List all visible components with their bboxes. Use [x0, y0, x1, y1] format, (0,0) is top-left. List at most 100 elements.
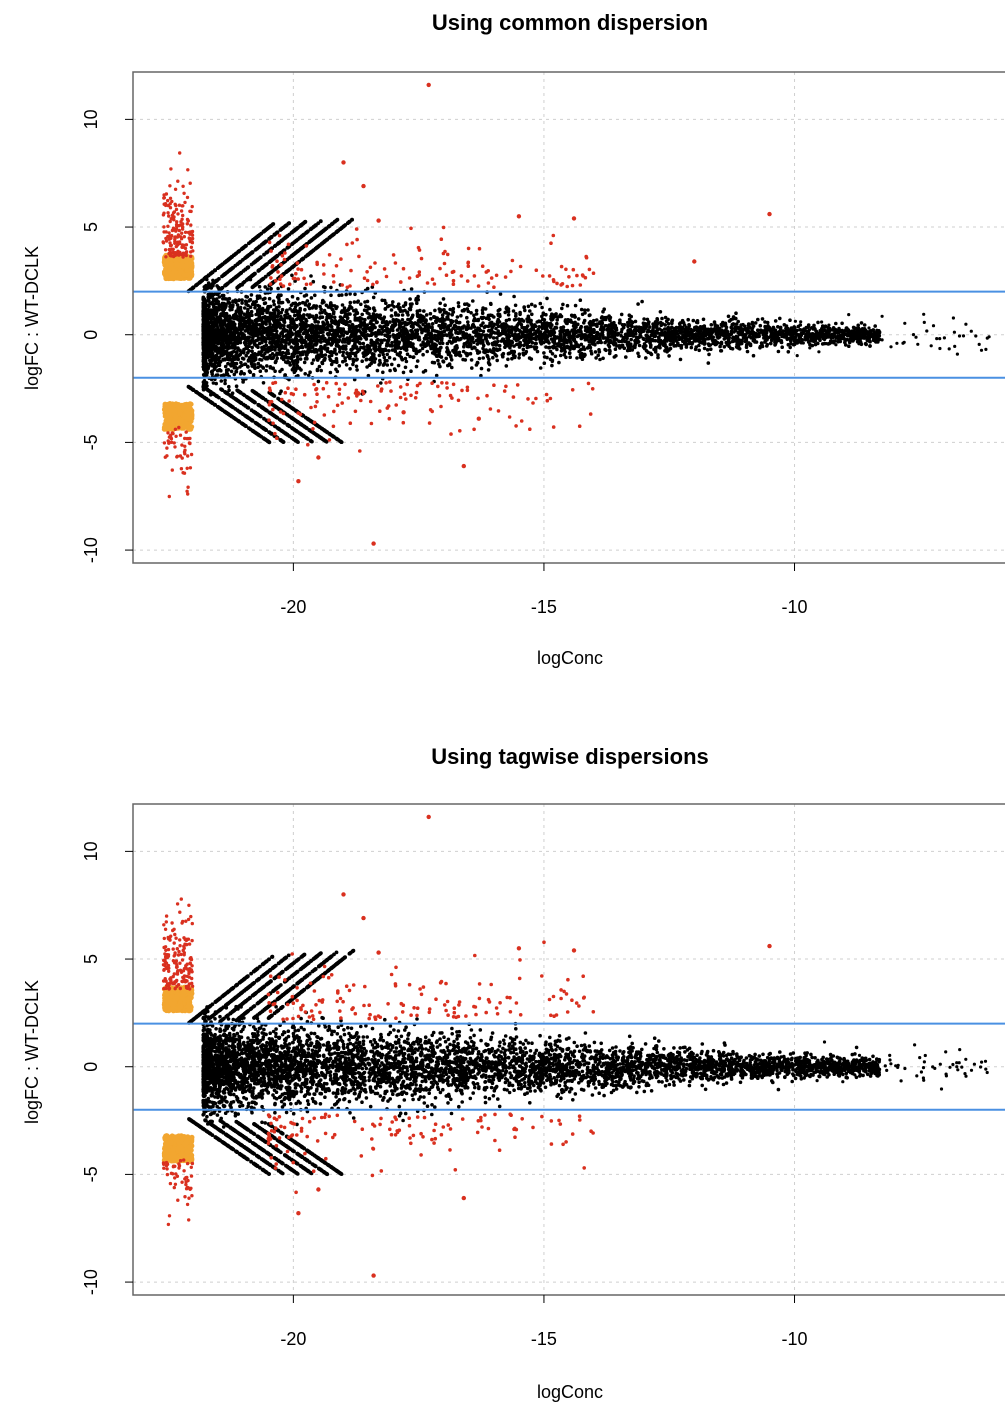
data-point: [403, 322, 408, 327]
data-point: [483, 307, 488, 311]
data-point: [437, 333, 442, 337]
data-point: [382, 298, 387, 303]
data-point: [657, 335, 661, 340]
data-point: [384, 343, 389, 348]
data-point: [581, 345, 586, 349]
data-point: [707, 352, 711, 357]
data-point: [640, 327, 645, 331]
data-point: [497, 333, 501, 338]
data-point: [530, 312, 534, 317]
data-point: [293, 301, 298, 306]
data-point: [583, 337, 588, 342]
data-point: [385, 322, 390, 327]
data-point: [490, 313, 494, 318]
data-point: [501, 354, 505, 359]
data-point: [245, 313, 250, 318]
data-point: [221, 358, 225, 362]
data-point: [220, 293, 225, 298]
data-point: [440, 341, 445, 346]
data-point: [737, 347, 742, 351]
data-point: [734, 334, 739, 339]
data-point: [522, 305, 526, 310]
data-point: [247, 344, 251, 349]
data-point: [687, 323, 691, 327]
data-point: [238, 348, 242, 353]
data-point: [348, 300, 353, 305]
data-point: [303, 356, 308, 361]
data-point: [397, 340, 402, 345]
data-point: [568, 355, 572, 360]
data-point: [403, 356, 408, 361]
data-point: [242, 341, 247, 345]
data-point: [307, 324, 311, 328]
data-point: [385, 363, 390, 367]
data-point: [250, 345, 254, 350]
data-point: [372, 308, 377, 313]
data-point: [430, 325, 434, 330]
data-point: [233, 336, 238, 341]
data-point: [472, 340, 476, 345]
data-point: [318, 347, 322, 352]
data-point: [575, 334, 580, 339]
data-point: [491, 346, 496, 351]
data-point: [537, 325, 542, 329]
data-point: [381, 352, 386, 357]
data-point: [396, 363, 401, 368]
data-point: [292, 313, 297, 318]
data-point: [262, 308, 266, 313]
data-point: [332, 315, 337, 320]
data-point: [474, 363, 479, 367]
data-point: [247, 299, 251, 303]
data-point: [810, 343, 815, 348]
data-point: [471, 299, 475, 303]
data-point: [501, 338, 506, 342]
data-point: [765, 342, 770, 347]
data-point: [229, 303, 233, 308]
data-point: [586, 327, 591, 331]
data-point: [457, 353, 462, 357]
data-point: [264, 356, 268, 361]
data-point: [417, 335, 421, 340]
data-point: [308, 337, 312, 341]
data-point: [387, 355, 392, 360]
data-point: [421, 322, 425, 327]
data-point: [508, 346, 512, 350]
data-point: [478, 333, 483, 337]
data-point: [382, 338, 387, 342]
data-point: [230, 351, 234, 356]
data-point: [319, 307, 323, 312]
data-point: [421, 352, 425, 357]
data-point: [414, 364, 419, 369]
data-point: [371, 314, 376, 319]
data-point: [596, 353, 600, 358]
data-point: [507, 334, 512, 339]
data-point: [309, 349, 314, 354]
data-point: [446, 352, 451, 357]
data-point: [382, 315, 387, 320]
data-point: [349, 334, 353, 339]
data-point: [734, 316, 738, 321]
data-point: [404, 359, 409, 364]
data-point: [486, 368, 491, 372]
data-point: [353, 313, 357, 317]
data-point: [359, 345, 363, 350]
data-point: [272, 302, 277, 307]
data-point: [233, 298, 238, 303]
data-point: [249, 309, 254, 314]
data-point: [597, 350, 602, 354]
data-point: [390, 303, 394, 307]
data-point: [628, 319, 632, 324]
data-point: [558, 314, 563, 319]
data-point: [390, 362, 394, 367]
data-point: [567, 346, 571, 350]
data-point: [613, 327, 618, 332]
data-point: [648, 325, 652, 329]
data-point: [526, 304, 531, 309]
data-point: [441, 359, 445, 364]
data-point: [217, 295, 222, 299]
data-point: [672, 334, 676, 339]
data-point: [310, 327, 315, 331]
data-point: [240, 301, 244, 305]
data-point: [474, 308, 479, 313]
data-point: [419, 327, 424, 332]
